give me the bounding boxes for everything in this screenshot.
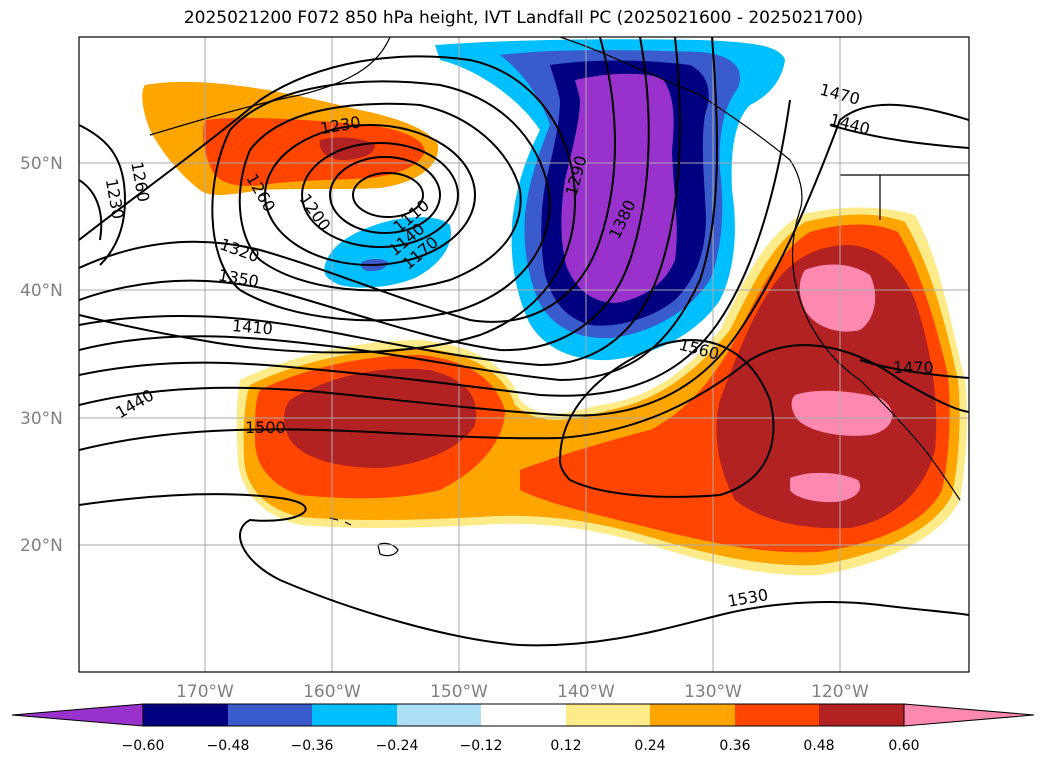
lat-label-30n: 30°N	[20, 409, 63, 429]
ivt-060-region-1	[799, 264, 876, 332]
height-contours	[79, 37, 969, 647]
colorbar-seg-7	[650, 704, 735, 726]
lat-label-20n: 20°N	[20, 536, 63, 556]
colorbar-tick-8: 0.36	[719, 738, 750, 754]
contour-1380	[79, 37, 681, 367]
lat-label-40n: 40°N	[20, 281, 63, 301]
contour-1140	[329, 156, 441, 234]
latitude-labels: 50°N 40°N 30°N 20°N	[20, 154, 63, 556]
map-title: 2025021200 F072 850 hPa height, IVT Land…	[183, 8, 864, 28]
colorbar-seg-6	[566, 704, 650, 726]
colorbar-tick-1: −0.60	[122, 738, 165, 754]
colorbar-tick-10: 0.60	[888, 738, 919, 754]
colorbar-tick-9: 0.48	[803, 738, 834, 754]
lon-label-150w: 150°W	[430, 682, 488, 702]
colorbar-tick-3: −0.36	[291, 738, 334, 754]
contour-1350	[79, 37, 650, 352]
colorbar-tick-6: 0.12	[550, 738, 581, 754]
contour-1230-a	[238, 102, 522, 292]
ivt-036-region-north	[203, 117, 425, 186]
ivt-negative-region-low	[324, 217, 451, 288]
contour-1200	[264, 124, 476, 266]
contour-label-1500: 1500	[245, 418, 286, 437]
contour-1260-b	[79, 124, 127, 266]
colorbar-seg-2	[228, 704, 312, 726]
colorbar: −0.60 −0.48 −0.36 −0.24 −0.12 0.12 0.24 …	[11, 703, 1035, 754]
lon-label-140w: 140°W	[557, 682, 615, 702]
ivt-048-region-north	[319, 137, 375, 160]
colorbar-tick-4: −0.24	[376, 738, 419, 754]
lon-label-130w: 130°W	[684, 682, 742, 702]
colorbar-seg-3	[312, 704, 397, 726]
colorbar-seg-9	[819, 704, 904, 726]
contour-1440	[79, 99, 969, 397]
lon-label-170w: 170°W	[176, 682, 234, 702]
longitude-labels: 170°W 160°W 150°W 140°W 130°W 120°W	[176, 682, 869, 702]
contour-1290	[79, 55, 577, 354]
contour-1500	[79, 344, 969, 451]
lon-label-120w: 120°W	[811, 682, 869, 702]
colorbar-seg-8	[735, 704, 819, 726]
contour-label-1410: 1410	[231, 316, 273, 338]
north-america-coast	[791, 209, 961, 501]
ivt-060-region-3	[790, 472, 861, 503]
contour-1410	[79, 37, 718, 382]
colorbar-tick-7: 0.24	[634, 738, 665, 754]
contour-1260	[211, 80, 552, 322]
contour-1170	[301, 142, 459, 248]
colorbar-tick-2: −0.48	[207, 738, 250, 754]
contour-label-1470-south: 1470	[893, 358, 934, 377]
colorbar-frame	[142, 703, 905, 727]
hawaii-islands	[329, 517, 399, 557]
colorbar-seg-4	[397, 704, 481, 726]
map-frame	[78, 36, 970, 673]
contour-1110	[352, 172, 424, 218]
colorbar-seg-1	[143, 704, 228, 726]
contour-1470	[79, 103, 969, 417]
contour-1530	[79, 493, 969, 647]
contour-1560	[558, 339, 775, 498]
ivt-048-region-east	[716, 245, 937, 529]
colorbar-extend-low	[11, 703, 144, 727]
lon-label-160w: 160°W	[303, 682, 361, 702]
contour-1320	[79, 37, 616, 323]
colorbar-tick-5: −0.12	[460, 738, 503, 754]
ivt-060-region-2	[791, 390, 893, 436]
canada-border	[840, 174, 969, 220]
colorbar-seg-5	[481, 704, 566, 726]
contour-1230-b	[79, 179, 103, 241]
lat-label-50n: 50°N	[20, 154, 63, 174]
colorbar-extend-high	[903, 703, 1035, 727]
